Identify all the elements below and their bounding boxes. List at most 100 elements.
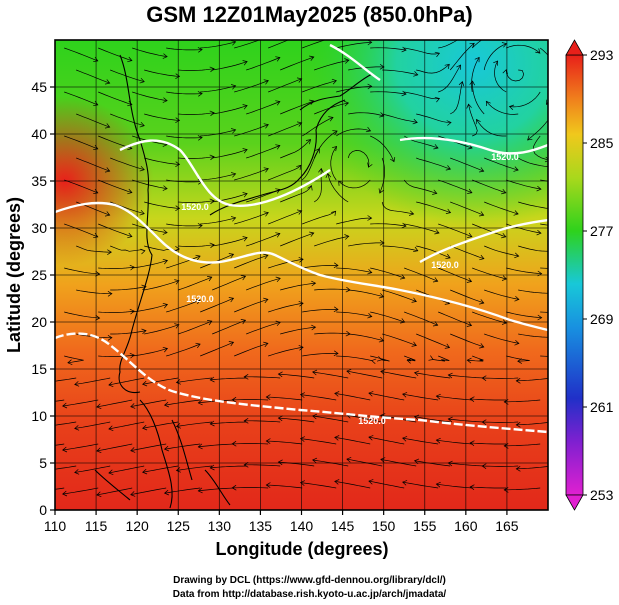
streamline-arrow [501,232,507,239]
streamline [278,461,315,467]
streamline [484,289,519,300]
streamline-arrow [444,343,451,349]
streamline [348,66,385,71]
streamline [144,324,180,335]
streamline-arrow [209,198,215,205]
streamline-arrow [228,341,235,347]
streamline-arrow [503,443,509,449]
streamline-arrow [331,78,337,85]
streamline-arrow [469,42,475,48]
streamline [132,348,168,357]
streamline-arrow [402,480,408,486]
streamline [55,421,77,426]
streamline-arrow [162,229,168,235]
streamline [98,310,135,313]
streamline [302,210,336,225]
streamline-arrow [242,104,248,110]
streamline [268,40,290,49]
streamline [438,40,459,49]
streamline-arrow [338,180,344,186]
streamline [98,266,135,269]
x-tick-label: 140 [290,518,314,534]
streamline [62,399,99,407]
streamline-arrow [175,423,181,429]
streamline-arrow [127,188,133,195]
streamline-arrow [400,318,406,324]
streamline [518,157,548,168]
streamline-arrow [242,60,248,66]
streamline-arrow [263,79,269,85]
streamline-arrow [139,165,145,172]
streamline-arrow [447,372,453,379]
streamline [76,289,112,295]
streamline [470,442,507,445]
streamline [280,56,314,71]
streamline [280,326,316,335]
x-tick-label: 165 [495,518,519,534]
streamline-arrow [175,379,181,385]
streamline-arrow [265,482,271,488]
streamline [178,68,215,71]
streamline [301,148,320,181]
streamline [144,69,180,77]
streamline-arrow [447,416,453,423]
streamline [370,223,407,227]
streamline [450,245,485,260]
streamline [234,40,261,49]
streamline-arrow [378,337,385,343]
streamline-arrow [311,324,317,331]
streamline-arrow [444,63,450,69]
streamline-arrow [402,392,408,398]
streamline-arrow [367,162,373,168]
streamline-arrow [28,401,32,406]
streamline-arrow [263,211,269,217]
streamline-arrow [315,148,320,154]
streamline-arrow [129,352,135,359]
streamline [450,81,463,115]
streamline [300,482,337,489]
streamline [166,135,203,139]
streamline-arrow [127,56,133,63]
streamline [450,289,484,304]
streamline-arrow [367,268,373,275]
streamline-arrow [446,120,452,126]
streamline [448,418,485,423]
streamline-arrow [413,370,420,377]
streamline [370,267,405,279]
credit-drawing: Drawing by DCL (https://www.gfd-dennou.o… [173,575,446,586]
streamline-arrow [299,392,305,398]
streamline-arrow [175,73,181,80]
streamline [484,201,519,215]
colorbar-tick-label: 293 [590,47,614,63]
colorbar-tick-label: 253 [590,487,614,503]
streamline-arrow [474,56,480,63]
streamline-arrow [346,368,352,375]
streamline [347,150,370,168]
streamline [55,487,65,490]
streamline [436,439,473,445]
streamline [176,465,213,471]
streamline-arrow [546,99,548,105]
streamline [404,91,440,100]
streamline [540,311,548,313]
streamline [234,168,269,181]
streamline-arrow [93,232,99,239]
streamline-arrow [162,302,169,309]
y-tick-label: 30 [31,220,47,236]
streamline-arrow [174,246,180,252]
streamline-arrow [432,277,439,283]
streamline-arrow [406,358,412,364]
streamline [314,59,349,71]
streamline-arrow [231,484,237,491]
streamline [234,80,269,93]
streamline [142,421,179,429]
streamline [144,280,180,291]
streamline-arrow [479,167,485,173]
x-axis: 110 115 120 125 130 135 140 145 150 155 160 165 [44,510,519,534]
streamline [198,443,235,448]
streamline [471,57,480,93]
streamline-arrow [536,185,542,192]
contour-labels: 1520.0 1520.0 1520.0 1520.0 1520.0 [181,152,519,426]
streamline-arrow [584,156,588,161]
streamline-arrow [96,447,102,454]
